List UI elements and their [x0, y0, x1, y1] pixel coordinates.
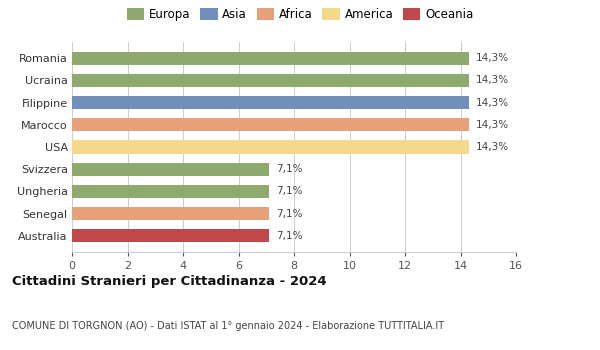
Text: 7,1%: 7,1%: [276, 231, 302, 241]
Text: 14,3%: 14,3%: [476, 98, 509, 107]
Text: Cittadini Stranieri per Cittadinanza - 2024: Cittadini Stranieri per Cittadinanza - 2…: [12, 275, 326, 288]
Bar: [72, 185, 269, 198]
Text: 14,3%: 14,3%: [476, 142, 509, 152]
Text: 14,3%: 14,3%: [476, 53, 509, 63]
Bar: [72, 74, 469, 87]
Text: COMUNE DI TORGNON (AO) - Dati ISTAT al 1° gennaio 2024 - Elaborazione TUTTITALIA: COMUNE DI TORGNON (AO) - Dati ISTAT al 1…: [12, 321, 444, 331]
Bar: [72, 118, 469, 132]
Legend: Europa, Asia, Africa, America, Oceania: Europa, Asia, Africa, America, Oceania: [124, 6, 476, 24]
Bar: [72, 162, 269, 176]
Bar: [72, 140, 469, 154]
Bar: [72, 51, 469, 65]
Text: 7,1%: 7,1%: [276, 209, 302, 219]
Text: 7,1%: 7,1%: [276, 164, 302, 174]
Text: 7,1%: 7,1%: [276, 187, 302, 196]
Bar: [72, 229, 269, 243]
Text: 14,3%: 14,3%: [476, 75, 509, 85]
Text: 14,3%: 14,3%: [476, 120, 509, 130]
Bar: [72, 96, 469, 109]
Bar: [72, 207, 269, 220]
